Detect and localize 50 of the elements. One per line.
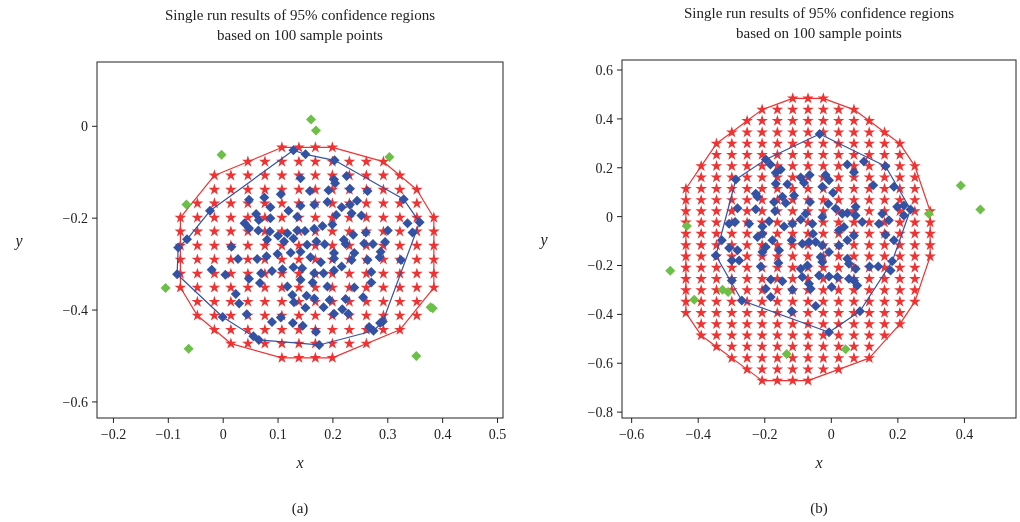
- y-tick-label: 0: [606, 209, 613, 225]
- text: (a): [291, 500, 309, 517]
- x-tick-label: 0.1: [269, 427, 287, 442]
- x-tick-label: 0: [827, 427, 835, 442]
- y-tick-label: −0.6: [587, 356, 613, 372]
- y-tick-label: −0.2: [587, 258, 613, 274]
- y-axis-title: y: [13, 231, 24, 250]
- x-tick-label: 0.2: [889, 427, 907, 442]
- y-tick-label: −0.4: [587, 307, 613, 323]
- chart-title: Single run results of 95% confidence regions based on 100 sample points: [684, 5, 955, 41]
- y-tick-label: −0.6: [62, 394, 88, 410]
- x-tick-label: 0: [219, 427, 227, 442]
- y-axis-title: y: [538, 230, 549, 249]
- x-tick-label: −0.2: [752, 427, 778, 442]
- point: [689, 294, 700, 305]
- x-tick-label: −0.4: [685, 427, 711, 442]
- x-axis-title: x: [814, 454, 823, 471]
- text: (b): [810, 500, 828, 517]
- y-tick-label: −0.8: [587, 405, 613, 421]
- point: [305, 114, 316, 125]
- chart-title: Single run results of 95% confidence regions based on 100 sample points: [165, 7, 436, 43]
- y-tick-label: −0.2: [62, 211, 88, 227]
- y-tick-label: 0.6: [595, 62, 613, 78]
- x-tick-label: 0.5: [488, 427, 507, 442]
- y-tick-label: 0.4: [595, 111, 613, 127]
- x-tick-label: −0.2: [100, 427, 127, 442]
- y-tick-label: −0.4: [62, 302, 88, 318]
- x-tick-label: −0.1: [155, 427, 182, 442]
- x-tick-label: −0.6: [618, 427, 645, 442]
- point: [183, 343, 194, 354]
- y-tick-label: 0: [81, 119, 88, 135]
- x-axis-title: x: [295, 454, 304, 471]
- point: [681, 220, 692, 231]
- y-tick-label: 0.2: [595, 160, 613, 176]
- point: [411, 350, 422, 361]
- x-tick-label: 0.4: [955, 427, 974, 442]
- point: [975, 204, 986, 215]
- x-tick-label: 0.4: [433, 427, 452, 442]
- point: [384, 152, 395, 163]
- point: [723, 286, 734, 297]
- point: [310, 125, 321, 136]
- point: [955, 180, 966, 191]
- point: [665, 265, 676, 276]
- point: [181, 199, 192, 210]
- point: [160, 283, 171, 293]
- point: [840, 344, 851, 355]
- x-tick-label: 0.2: [324, 427, 342, 442]
- x-tick-label: 0.3: [379, 427, 397, 442]
- point: [781, 348, 792, 359]
- point: [216, 149, 227, 160]
